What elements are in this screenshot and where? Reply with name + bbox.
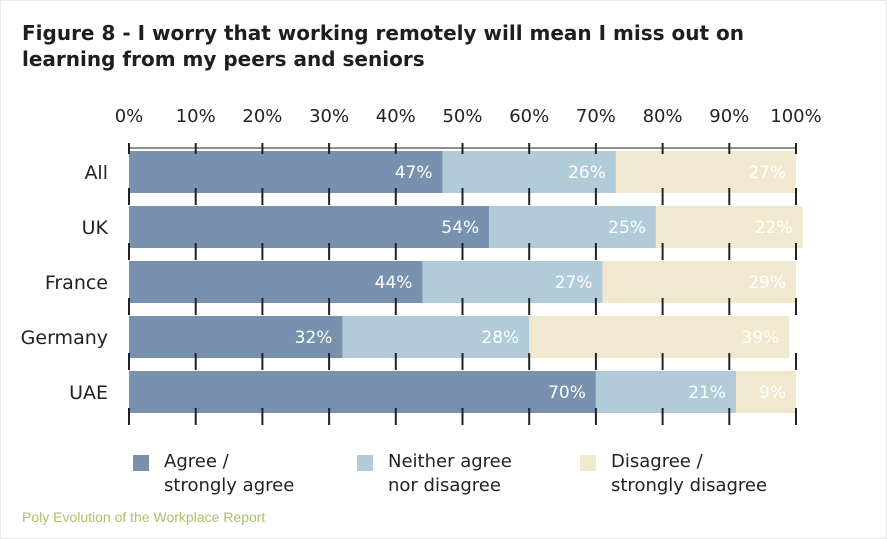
data-label: 32% xyxy=(295,328,333,348)
x-tick-label: 30% xyxy=(309,106,349,127)
data-label: 27% xyxy=(748,163,786,183)
data-label: 22% xyxy=(755,218,793,238)
bar-segment xyxy=(735,371,796,413)
category-label: Germany xyxy=(21,327,108,349)
x-tick-label: 40% xyxy=(376,106,416,127)
x-tick-label: 90% xyxy=(709,106,749,127)
bar-segment xyxy=(422,261,603,303)
legend-label-disagree: Disagree / strongly disagree xyxy=(611,451,768,496)
data-label: 28% xyxy=(481,328,519,348)
x-tick-label: 10% xyxy=(176,106,216,127)
x-tick-label: 100% xyxy=(770,106,821,127)
category-label: France xyxy=(45,272,108,294)
data-label: 25% xyxy=(608,218,646,238)
data-label: 21% xyxy=(688,383,726,403)
legend-swatch-agree xyxy=(133,455,149,471)
bar-segment xyxy=(489,206,656,248)
bar-segment xyxy=(342,316,530,358)
x-tick-label: 60% xyxy=(509,106,549,127)
legend-swatch-disagree xyxy=(580,455,596,471)
data-label: 29% xyxy=(748,273,786,293)
bar-segment xyxy=(129,151,443,193)
bar-segment xyxy=(129,206,490,248)
data-label: 27% xyxy=(555,273,593,293)
data-label: 39% xyxy=(742,328,780,348)
category-label: UAE xyxy=(69,382,108,404)
category-label: All xyxy=(84,162,108,184)
x-tick-label: 20% xyxy=(242,106,282,127)
bar-segment xyxy=(602,261,796,303)
bar-segment xyxy=(129,316,343,358)
data-label: 9% xyxy=(759,383,786,403)
data-label: 47% xyxy=(395,163,433,183)
bar-segment xyxy=(595,371,736,413)
x-tick-label: 70% xyxy=(576,106,616,127)
source-note: Poly Evolution of the Workplace Report xyxy=(22,509,266,525)
bar-segment xyxy=(655,206,803,248)
data-label: 44% xyxy=(375,273,413,293)
bar-segment xyxy=(442,151,616,193)
data-label: 70% xyxy=(548,383,586,403)
category-label: UK xyxy=(82,217,109,239)
x-tick-label: 50% xyxy=(442,106,482,127)
bar-segment xyxy=(129,371,596,413)
legend-label-agree: Agree / strongly agree xyxy=(164,451,295,496)
x-tick-label: 0% xyxy=(115,106,144,127)
legend-label-neither: Neither agree nor disagree xyxy=(388,451,512,496)
x-tick-label: 80% xyxy=(643,106,683,127)
bar-segment xyxy=(529,316,790,358)
legend-swatch-neither xyxy=(357,455,373,471)
data-label: 54% xyxy=(441,218,479,238)
bar-segment xyxy=(615,151,796,193)
chart-title: Figure 8 - I worry that working remotely… xyxy=(22,21,744,71)
bar-segment xyxy=(129,261,423,303)
data-label: 26% xyxy=(568,163,606,183)
